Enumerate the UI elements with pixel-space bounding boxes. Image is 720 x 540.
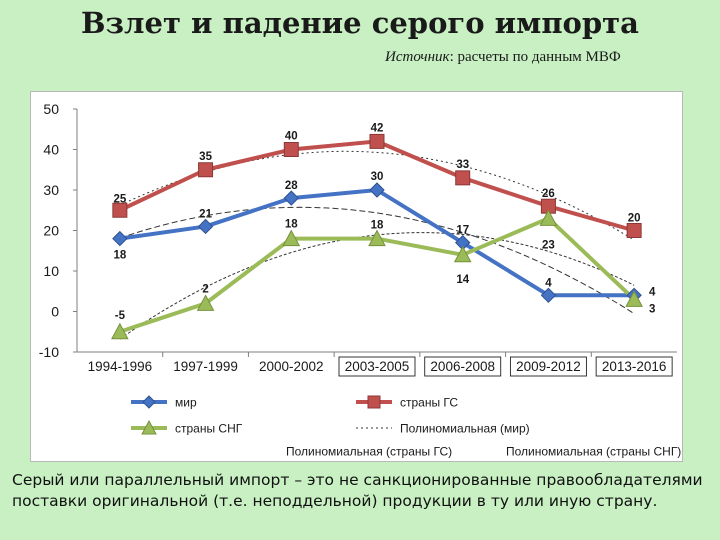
- data-point: [540, 287, 557, 304]
- x-tick-label: 2013-2016: [602, 359, 667, 374]
- x-tick-label: 1994-1996: [88, 359, 153, 374]
- data-label: 4: [649, 286, 656, 298]
- source-label: Источник: [385, 49, 450, 65]
- data-label: 42: [371, 122, 384, 134]
- data-label: 3: [649, 303, 655, 315]
- legend-label: Полиномиальная (страны СНГ): [506, 445, 681, 459]
- source-text: : расчеты по данным МВФ: [449, 49, 621, 65]
- data-label: 4: [545, 277, 552, 289]
- x-tick-label-box: [338, 356, 416, 377]
- x-tick-label: 1997-1999: [173, 359, 238, 374]
- data-label: -5: [115, 310, 126, 322]
- data-point: [367, 395, 381, 409]
- data-label: 35: [199, 151, 212, 163]
- y-tick-label: 0: [51, 304, 59, 320]
- data-point: [142, 395, 156, 409]
- data-label: 14: [456, 274, 469, 286]
- data-point: [198, 162, 214, 178]
- data-label: 18: [113, 250, 126, 262]
- data-point: [369, 182, 385, 198]
- legend-label: Полиномиальная (мир): [400, 422, 530, 436]
- y-tick-label: -10: [39, 344, 59, 360]
- trendline: [119, 150, 635, 241]
- data-label: 40: [285, 131, 298, 143]
- data-label: 17: [456, 225, 469, 237]
- data-point: [625, 290, 643, 307]
- data-point: [112, 230, 128, 247]
- x-tick-label: 2000-2002: [259, 359, 324, 374]
- legend-label: мир: [175, 396, 197, 410]
- data-label: 2: [202, 283, 208, 295]
- data-point: [455, 170, 471, 186]
- data-point: [453, 245, 472, 263]
- data-point: [282, 229, 301, 247]
- data-point: [626, 223, 642, 238]
- slide-title: Взлет и падение серого импорта: [81, 6, 639, 40]
- data-point: [112, 202, 128, 218]
- x-tick-label-box: [595, 356, 673, 377]
- y-tick-label: 20: [43, 223, 59, 239]
- data-label: 26: [542, 188, 555, 200]
- legend-label: страны ГС: [400, 396, 458, 410]
- x-tick-label: 2006-2008: [430, 359, 495, 374]
- data-label: 33: [456, 159, 469, 171]
- x-tick-label-box: [424, 356, 502, 377]
- data-label: 25: [113, 193, 126, 205]
- x-tick-label: 2009-2012: [516, 359, 581, 374]
- y-tick-label: 40: [43, 142, 59, 158]
- data-point: [141, 419, 157, 435]
- data-point: [369, 133, 385, 149]
- line-chart: -10 0 10 20 30 40 50 1994-1996 1997-1999 2000-200…: [39, 101, 682, 459]
- legend-label: страны СНГ: [175, 422, 243, 436]
- data-point: [111, 322, 129, 340]
- data-point: [368, 229, 386, 247]
- y-tick-label: 50: [43, 101, 59, 117]
- y-tick-label: 30: [43, 182, 59, 198]
- data-label: 18: [371, 220, 384, 232]
- data-point: [197, 218, 214, 235]
- data-point: [283, 190, 299, 206]
- legend-label: Полиномиальная (страны ГС): [286, 445, 452, 459]
- data-point: [196, 294, 215, 311]
- x-tick-label: 2003-2005: [345, 359, 410, 374]
- data-point: [283, 142, 299, 157]
- chart-area: -10 0 10 20 30 40 50 1994-1996 1997-1999 2000-200…: [30, 91, 683, 462]
- data-point: [539, 209, 558, 226]
- x-tick-label-box: [509, 356, 587, 377]
- data-label: 30: [371, 171, 384, 183]
- data-label: 28: [285, 180, 298, 192]
- data-label: 18: [285, 219, 298, 231]
- data-label: 21: [199, 208, 212, 220]
- data-label: 20: [628, 213, 641, 225]
- footnote-text: Серый или параллельный импорт – это не с…: [12, 471, 703, 510]
- source-note: Источник: расчеты по данным МВФ: [385, 49, 621, 66]
- y-tick-label: 10: [43, 263, 59, 279]
- data-label: 23: [542, 239, 555, 251]
- trendline: [119, 232, 635, 340]
